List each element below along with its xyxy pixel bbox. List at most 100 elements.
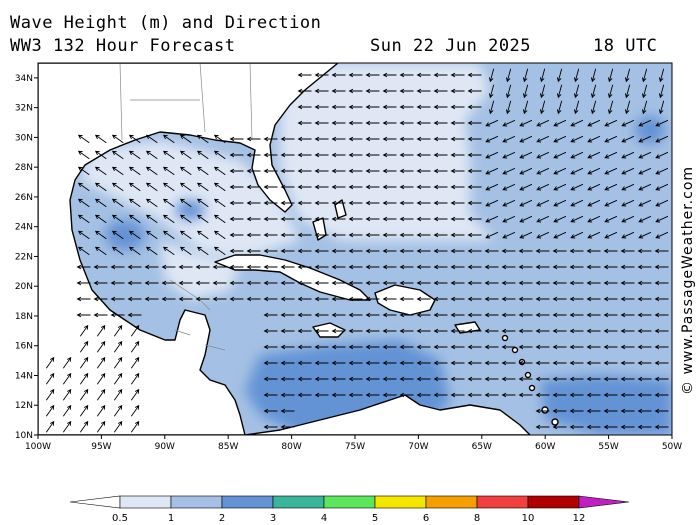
wave-arrow [382, 312, 397, 318]
wave-arrow [280, 232, 295, 238]
north-central-america [38, 63, 339, 435]
wave-arrow [416, 168, 431, 174]
wave-arrow [637, 424, 652, 430]
wave-arrow [433, 392, 448, 398]
wave-arrow [484, 392, 499, 398]
wave-arrow [433, 216, 448, 222]
wave-arrow [570, 231, 584, 239]
wave-arrow [62, 404, 72, 417]
wave-arrow [552, 264, 567, 270]
wave-arrow [586, 264, 601, 270]
wave-arrow [501, 376, 516, 382]
colorbar-label: 3 [270, 513, 276, 524]
wave-arrow [111, 150, 124, 160]
wave-arrow [535, 280, 550, 286]
wave-arrow [382, 232, 397, 238]
wave-arrow [77, 166, 90, 176]
wave-arrow [604, 135, 618, 143]
wave-direction-arrows [45, 68, 669, 433]
wave-arrow [246, 200, 261, 206]
wave-arrow [331, 120, 346, 126]
wave-arrow [603, 328, 618, 334]
south-america-coast [244, 394, 531, 435]
wave-arrow [297, 152, 312, 158]
wave-arrow [110, 264, 125, 270]
wave-arrow [162, 198, 175, 208]
colorbar-labels: 0.5 1 2 3 4 5 6 8 10 12 [112, 513, 585, 524]
wave-arrow [314, 120, 329, 126]
wave-arrow [539, 100, 546, 115]
wave-arrow [45, 372, 55, 385]
wave-arrow [280, 264, 295, 270]
wave-arrow [79, 356, 89, 369]
wave-arrow [519, 151, 533, 159]
colorbar-high-arrow [578, 495, 630, 509]
wave-arrow [161, 296, 176, 302]
wave-arrow [79, 372, 89, 385]
wave-arrow [331, 152, 346, 158]
wave-arrow [416, 296, 431, 302]
wave-arrow [467, 360, 482, 366]
wave-arrow [263, 424, 278, 430]
wave-arrow [488, 68, 495, 83]
wave-arrow [570, 199, 584, 207]
wave-arrow [655, 119, 669, 127]
wave-arrow [229, 168, 244, 174]
wave-arrow [196, 198, 209, 208]
wave-arrow [263, 168, 278, 174]
wave-arrow [587, 199, 601, 207]
forecast-date: Sun 22 Jun 2025 [370, 36, 532, 56]
wave-arrow [467, 184, 482, 190]
wave-arrow [127, 296, 142, 302]
wave-arrow [502, 183, 516, 191]
wave-arrow [485, 119, 499, 127]
wave-arrow [416, 264, 431, 270]
wave-arrow [314, 232, 329, 238]
wave-arrow [178, 280, 193, 286]
wave-arrow [637, 264, 652, 270]
wave-arrow [570, 215, 584, 223]
wave-arrow [348, 120, 363, 126]
wave-arrow [179, 182, 192, 192]
lon-tick-label: 55W [598, 442, 618, 452]
wave-arrow [77, 134, 90, 144]
wave-arrow [382, 264, 397, 270]
wave-arrow [518, 312, 533, 318]
wave-arrow [128, 246, 141, 256]
lon-tick-label: 50W [662, 442, 682, 452]
wave-arrow [196, 214, 209, 224]
wave-arrow [110, 280, 125, 286]
wave-arrow [501, 360, 516, 366]
wave-arrow [212, 264, 227, 270]
wave-arrow [76, 296, 91, 302]
wave-arrow [297, 392, 312, 398]
wave-arrow [280, 296, 295, 302]
wave-arrow [586, 392, 601, 398]
wave-arrow [331, 248, 346, 254]
wave-arrow [535, 376, 550, 382]
wave-arrow [365, 264, 380, 270]
latitude-axis: 10N 12N 14N 16N 18N 20N 22N 24N 26N 28N 30N 32N 34N [15, 74, 38, 441]
wave-arrow [161, 264, 176, 270]
wave-arrow [77, 198, 90, 208]
wave-arrow [624, 100, 631, 115]
lon-tick-label: 60W [535, 442, 555, 452]
wave-arrow [113, 372, 123, 385]
wave-arrow [128, 166, 141, 176]
wave-arrow [348, 216, 363, 222]
wave-arrow [314, 328, 329, 334]
wave-arrow [587, 135, 601, 143]
wave-arrow [162, 182, 175, 192]
wave-arrow [433, 296, 448, 302]
wave-arrow [519, 135, 533, 143]
wave-arrow [263, 344, 278, 350]
wave-arrow [96, 388, 106, 401]
wave-arrow [348, 104, 363, 110]
wave-arrow [467, 120, 482, 126]
wave-arrow [604, 183, 618, 191]
wave-arrow [365, 216, 380, 222]
wave-arrow [553, 231, 567, 239]
wave-arrow [62, 356, 72, 369]
cuba [214, 254, 371, 301]
wave-arrow [535, 296, 550, 302]
